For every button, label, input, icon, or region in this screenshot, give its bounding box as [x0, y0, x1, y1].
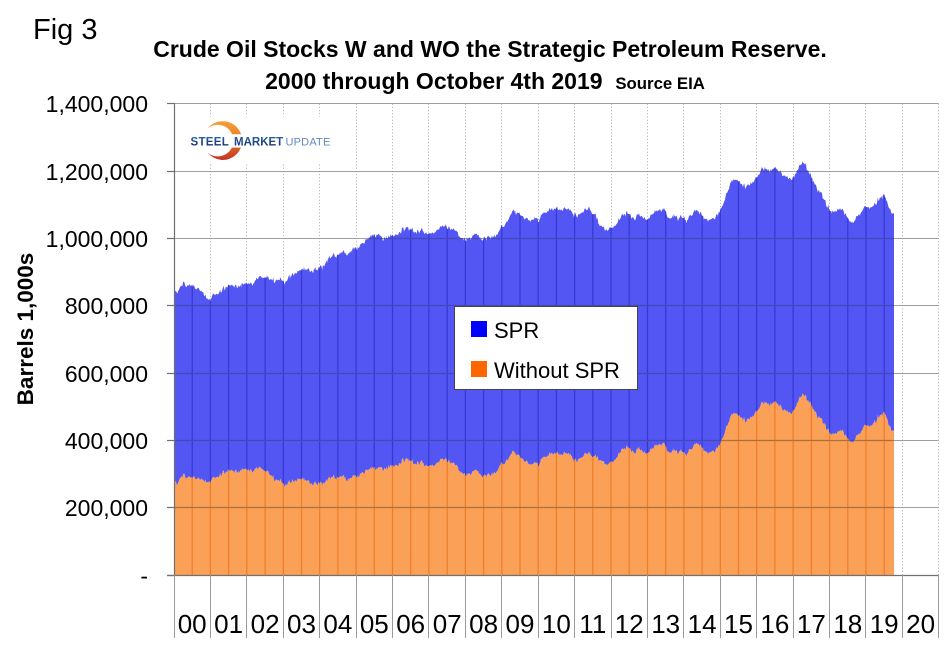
svg-text:MARKET: MARKET	[234, 137, 283, 149]
svg-text:MARKET: MARKET	[234, 137, 283, 149]
svg-text:STEEL: STEEL	[191, 137, 230, 149]
svg-text:UPDATE: UPDATE	[286, 137, 331, 149]
